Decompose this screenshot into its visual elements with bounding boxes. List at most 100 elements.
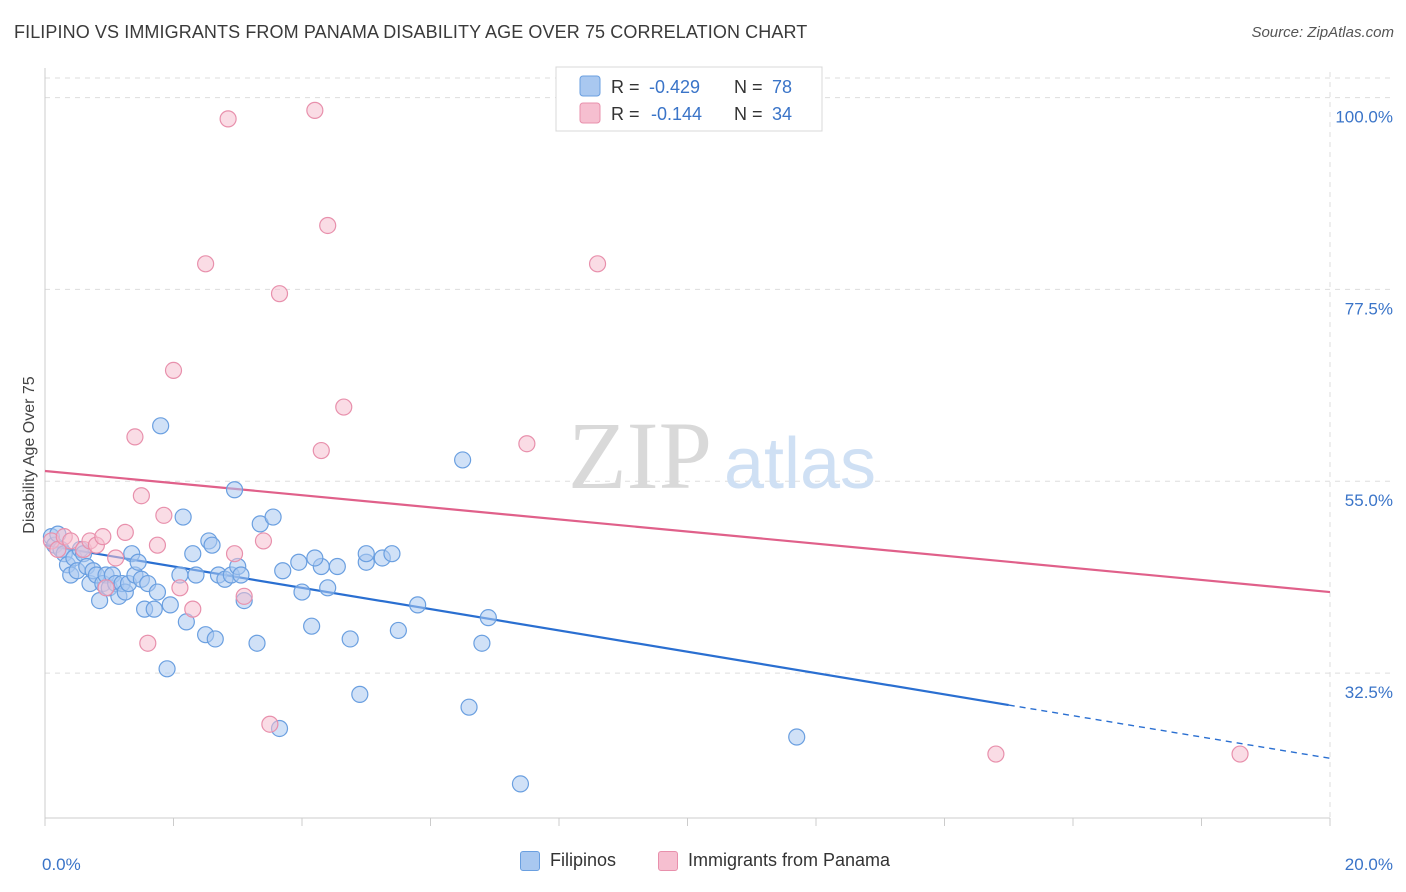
point-panama-23 xyxy=(254,532,273,550)
point-filipinos-37 xyxy=(174,508,192,526)
point-filipinos-39 xyxy=(184,545,202,563)
point-filipinos-43 xyxy=(203,536,221,554)
point-filipinos-59 xyxy=(303,617,321,635)
point-filipinos-27 xyxy=(129,553,147,571)
point-panama-20 xyxy=(219,110,237,128)
point-filipinos-72 xyxy=(473,634,491,652)
point-filipinos-76 xyxy=(357,545,375,563)
source-label: Source: ZipAtlas.com xyxy=(1251,24,1394,41)
point-panama-24 xyxy=(261,715,279,733)
point-panama-30 xyxy=(518,435,536,453)
data-points xyxy=(42,101,1249,793)
point-filipinos-52 xyxy=(248,634,266,652)
trend-line-filipinos xyxy=(44,544,1009,707)
point-filipinos-31 xyxy=(145,600,163,618)
legend-swatch-panama xyxy=(579,102,601,124)
y-tick-label-1: 55.0% xyxy=(1345,491,1393,510)
legend-r-label-2: R = xyxy=(611,104,645,124)
watermark: ZIP atlas xyxy=(568,402,876,509)
legend-n-label-2: N = xyxy=(734,104,768,124)
axes xyxy=(44,68,1331,826)
point-panama-17 xyxy=(171,579,189,597)
point-filipinos-48 xyxy=(225,481,244,499)
point-filipinos-40 xyxy=(187,566,205,584)
point-panama-15 xyxy=(155,506,173,524)
legend-bottom-panama: Immigrants from Panama xyxy=(658,850,890,871)
point-panama-7 xyxy=(94,528,112,546)
point-panama-18 xyxy=(184,600,202,618)
x-tick-label-1: 20.0% xyxy=(1345,855,1393,874)
point-filipinos-56 xyxy=(274,562,292,580)
legend-r-label-1: R = xyxy=(611,77,645,97)
point-filipinos-58 xyxy=(293,583,311,601)
y-tick-label-2: 77.5% xyxy=(1345,299,1393,318)
point-filipinos-75 xyxy=(788,728,806,746)
legend-bottom-swatch-panama xyxy=(658,850,678,871)
legend-bottom: Filipinos Immigrants from Panama xyxy=(0,850,1406,880)
point-panama-31 xyxy=(588,255,607,273)
point-filipinos-71 xyxy=(460,698,478,716)
point-panama-32 xyxy=(987,745,1005,763)
point-filipinos-61 xyxy=(319,579,337,597)
point-panama-14 xyxy=(148,536,167,554)
point-panama-3 xyxy=(62,532,80,550)
watermark-atlas: atlas xyxy=(724,424,876,504)
point-filipinos-67 xyxy=(383,545,401,563)
point-filipinos-70 xyxy=(454,451,472,469)
point-panama-12 xyxy=(132,487,150,505)
point-panama-26 xyxy=(306,101,324,119)
point-filipinos-68 xyxy=(389,621,407,640)
point-filipinos-32 xyxy=(148,583,167,601)
point-filipinos-69 xyxy=(409,596,427,614)
point-filipinos-63 xyxy=(341,630,359,648)
point-panama-29 xyxy=(335,398,353,416)
legend-bottom-swatch-filipinos xyxy=(520,850,540,871)
point-filipinos-34 xyxy=(158,660,176,678)
point-panama-9 xyxy=(107,549,125,567)
point-panama-19 xyxy=(197,255,215,273)
point-filipinos-74 xyxy=(511,775,530,793)
point-panama-25 xyxy=(270,285,289,303)
point-filipinos-73 xyxy=(479,609,497,627)
y-axis-title-group: Disability Age Over 75 xyxy=(21,376,38,534)
legend-bottom-label-panama: Immigrants from Panama xyxy=(688,850,891,870)
point-panama-10 xyxy=(116,523,134,541)
point-filipinos-50 xyxy=(232,566,250,584)
trend-line-dashed-filipinos xyxy=(1008,704,1331,760)
legend-bottom-filipinos: Filipinos xyxy=(520,850,616,871)
point-filipinos-54 xyxy=(264,508,282,526)
point-panama-8 xyxy=(97,579,115,597)
legend-n-label-1: N = xyxy=(734,77,768,97)
y-tick-label-0: 32.5% xyxy=(1345,683,1393,702)
legend-bottom-label-filipinos: Filipinos xyxy=(550,850,617,870)
legend-r-value-1: -0.429 xyxy=(649,77,700,97)
point-panama-11 xyxy=(126,428,144,446)
legend-swatch-filipinos xyxy=(579,75,601,97)
point-filipinos-62 xyxy=(328,557,346,576)
legend-r-value-2: -0.144 xyxy=(651,104,702,124)
point-filipinos-57 xyxy=(290,553,308,571)
point-panama-28 xyxy=(319,216,337,235)
point-panama-33 xyxy=(1231,745,1249,763)
grid-lines xyxy=(45,72,1390,818)
legend-n-value-1: 78 xyxy=(772,77,792,97)
y-tick-label-3: 100.0% xyxy=(1335,108,1393,127)
legend-n-value-2: 34 xyxy=(772,104,792,124)
point-panama-13 xyxy=(139,634,157,652)
trend-lines xyxy=(44,469,1331,760)
trend-line-panama xyxy=(44,469,1331,594)
chart-title: FILIPINO VS IMMIGRANTS FROM PANAMA DISAB… xyxy=(14,22,808,42)
watermark-zip: ZIP xyxy=(568,402,712,509)
legend-top: R = -0.429 N = 78 R = -0.144 N = 34 xyxy=(555,66,823,132)
point-panama-16 xyxy=(164,361,183,379)
point-filipinos-33 xyxy=(152,417,170,435)
point-panama-27 xyxy=(312,441,330,460)
point-filipinos-64 xyxy=(351,685,369,703)
y-axis-title: Disability Age Over 75 xyxy=(21,376,38,534)
tick-labels: 32.5% 55.0% 77.5% 100.0% 0.0% 20.0% xyxy=(42,108,1393,874)
point-filipinos-77 xyxy=(306,549,324,567)
point-filipinos-44 xyxy=(206,630,224,648)
point-filipinos-35 xyxy=(161,596,179,614)
x-tick-label-0: 0.0% xyxy=(42,855,81,874)
